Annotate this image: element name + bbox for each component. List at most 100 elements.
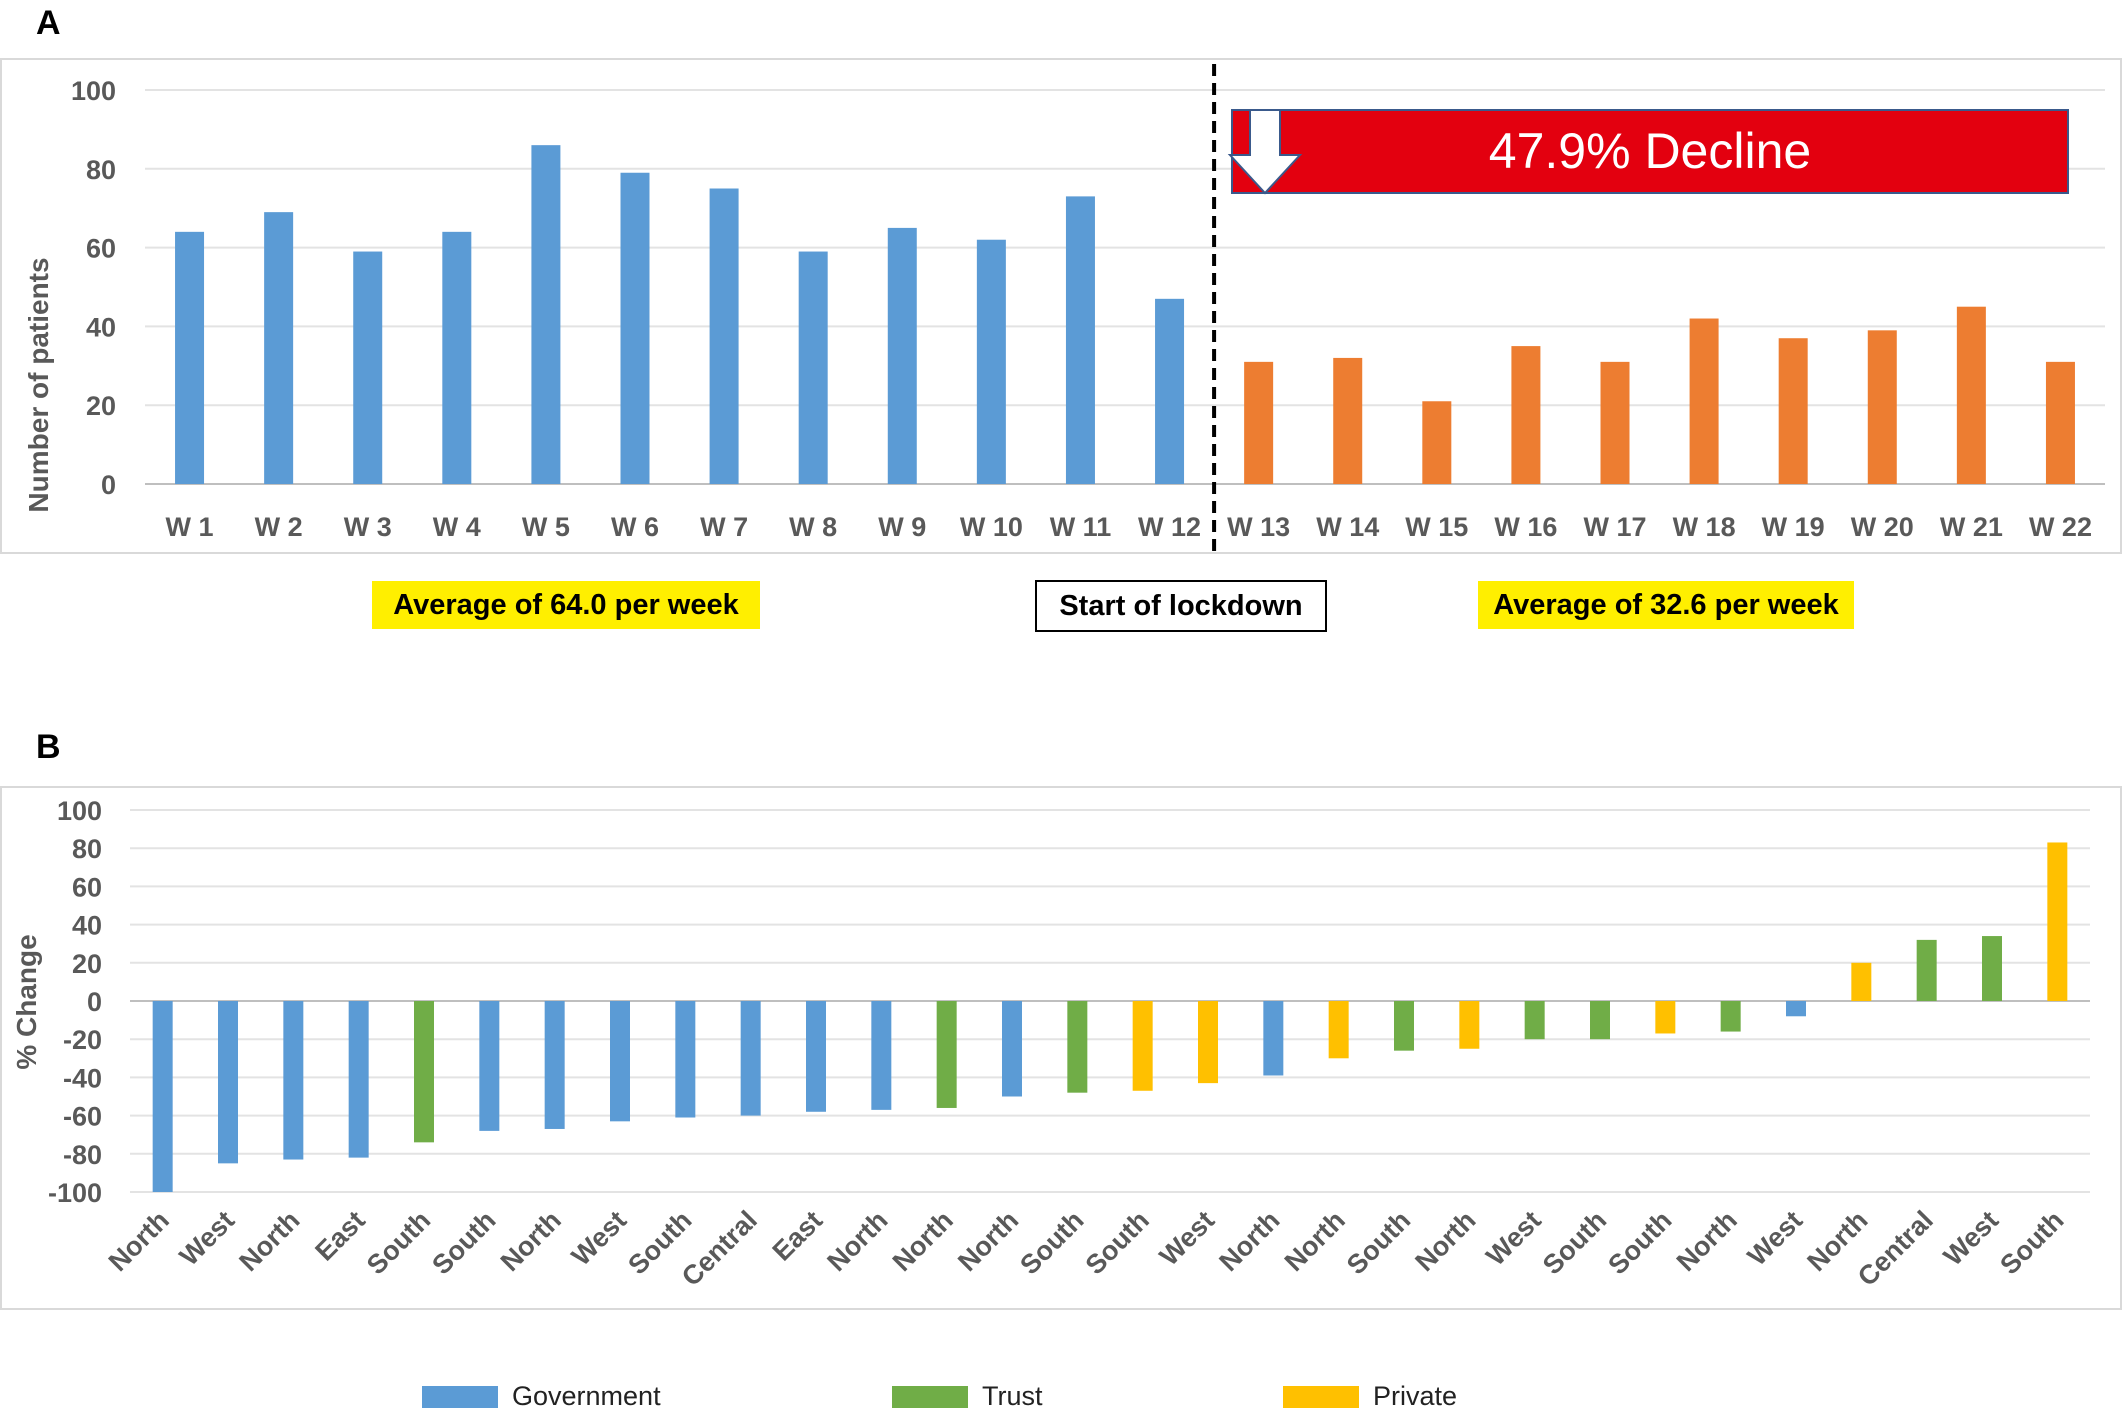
panel-a-letter: A [36,4,61,42]
x-tick-label: W 17 [1583,512,1646,542]
x-tick-label: West [1480,1205,1546,1271]
x-tick-label: W 6 [611,512,659,542]
y-tick-label: -60 [63,1102,102,1132]
bar [1132,1001,1153,1091]
x-tick-label: South [426,1205,501,1280]
y-tick-label: -20 [63,1025,102,1055]
x-tick-label: W 13 [1227,512,1290,542]
legend-government-label: Government [512,1381,661,1411]
x-tick-label: North [1671,1205,1743,1277]
bar [1778,338,1808,484]
chart-a-weekly-patients: 0 20 40 60 80 100 W 1 W 2 W 3 W 4 W 5 W 6 W 7 W 8 W 9 W… [23,64,2105,556]
x-tick-label: W 12 [1138,512,1201,542]
decline-banner-text: 47.9% Decline [1489,123,1811,179]
chart-a-frame [0,58,2122,554]
x-tick-label: West [566,1205,632,1271]
bar [806,1001,826,1112]
bar [1263,1001,1284,1076]
x-tick-label: W 18 [1673,512,1736,542]
x-tick-label: South [1602,1205,1677,1280]
y-tick-label: 60 [72,872,102,902]
x-tick-label: North [1279,1205,1351,1277]
bar [442,231,472,484]
bar [1689,318,1719,484]
bar [976,239,1006,484]
bar [887,227,917,484]
bar [531,145,561,484]
y-axis-title: % Change [11,934,42,1069]
x-tick-label: West [1938,1205,2004,1271]
x-tick-label: South [361,1205,436,1280]
x-tick-label: W 21 [1940,512,2003,542]
y-tick-label: 20 [86,391,116,421]
bar [1720,1001,1741,1032]
x-tick-label: North [887,1205,959,1277]
bar [675,1001,696,1118]
legend-private: Private [1283,1381,1457,1412]
y-tick-label: 100 [57,796,102,826]
x-tick-label: North [1213,1205,1285,1277]
x-tick-label: W 7 [700,512,748,542]
x-tick-label: North [952,1205,1024,1277]
x-tick-label: W 10 [960,512,1023,542]
legend-trust: Trust [892,1381,1043,1412]
y-axis-title: Number of patients [23,257,54,512]
bar [1524,1001,1545,1040]
bar [936,1001,957,1108]
legend-private-label: Private [1373,1381,1458,1411]
bar [1198,1001,1218,1084]
bar [1244,361,1274,484]
start-of-lockdown-label: Start of lockdown [1035,580,1327,632]
bar [1916,939,1937,1001]
y-tick-label: 40 [72,911,102,941]
bar [1867,330,1897,484]
x-tick-label: W 5 [522,512,570,542]
bar [152,1001,173,1192]
bar [1982,936,2002,1001]
x-tick-label: West [174,1205,240,1271]
x-tick-label: North [495,1205,567,1277]
average-after-callout: Average of 32.6 per week [1478,581,1854,629]
bar [1851,962,1872,1001]
bar [1459,1001,1480,1049]
bar [1002,1001,1022,1097]
x-tick-label: W 19 [1762,512,1825,542]
bar [610,1001,630,1122]
legend-trust-swatch [892,1385,968,1408]
y-tick-label: 20 [72,949,102,979]
bar [1655,1001,1676,1034]
chart-b-frame [0,786,2122,1310]
bar [871,1001,892,1110]
bar [1511,346,1541,484]
bar [414,1001,434,1143]
bar [1333,357,1363,484]
y-tick-label: 40 [86,312,116,342]
x-tick-label: W 9 [878,512,926,542]
bar [479,1001,500,1131]
bar [1328,1001,1349,1059]
down-arrow-icon [1227,109,1303,195]
bar [1065,196,1095,484]
bar [709,188,739,484]
x-tick-label: W 20 [1851,512,1914,542]
legend-private-swatch [1283,1385,1359,1408]
x-tick-label: W 1 [166,512,214,542]
x-tick-label: West [1742,1205,1808,1271]
y-tick-label: 100 [71,76,116,106]
y-tick-label: 0 [87,987,102,1017]
panel-b-letter: B [36,728,61,766]
bar [1394,1001,1414,1051]
x-tick-label: South [1341,1205,1416,1280]
y-tick-label: 80 [86,155,116,185]
x-tick-label: North [233,1205,305,1277]
x-tick-label: North [103,1205,175,1277]
bar [283,1001,304,1160]
bar [798,251,828,484]
bar [1956,306,1986,484]
x-tick-label: W 8 [789,512,837,542]
x-tick-label: West [1154,1205,1220,1271]
bar [1600,361,1630,484]
x-tick-label: W 11 [1050,512,1112,542]
chart-b-percent-change: 100806040200-20-40-60-80-100NorthWestNor… [11,796,2090,1292]
x-tick-label: W 2 [255,512,303,542]
